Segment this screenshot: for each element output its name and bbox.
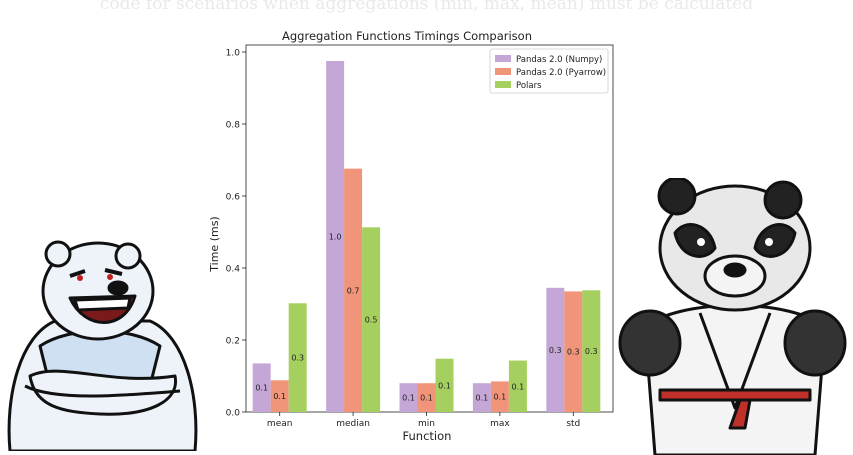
data-label: 0.1 — [273, 392, 286, 401]
bar-max-2 — [508, 360, 527, 412]
data-label: 0.3 — [567, 348, 580, 357]
y-tick-label: 0.6 — [226, 193, 241, 203]
bar-median-2 — [362, 227, 381, 412]
bar-mean-2 — [288, 303, 307, 412]
y-tick-label: 0.8 — [226, 121, 241, 131]
data-label: 0.5 — [365, 316, 378, 325]
bar-chart: Aggregation Functions Timings Comparison… — [208, 29, 614, 443]
bar-max-1 — [490, 381, 509, 412]
y-tick-label: 0.2 — [226, 337, 240, 347]
x-tick-label: max — [490, 419, 510, 429]
data-label: 0.7 — [347, 286, 360, 295]
bar-median-1 — [344, 168, 363, 412]
y-tick-label: 0.4 — [226, 265, 241, 275]
panda-fighter-illustration — [618, 178, 847, 455]
y-tick-label: 1.0 — [226, 49, 241, 59]
bar-min-0 — [399, 383, 418, 412]
caption-text: code for scenarios when aggregations (mi… — [99, 0, 754, 14]
polar-bear-illustration — [7, 240, 198, 451]
chart-title: Aggregation Functions Timings Comparison — [282, 29, 532, 43]
y-axis-label: Time (ms) — [208, 216, 221, 272]
legend-entry: Pandas 2.0 (Numpy) — [516, 55, 602, 65]
bar-min-2 — [435, 358, 454, 412]
legend-box — [489, 48, 609, 94]
legend-entry: Pandas 2.0 (Pyarrow) — [516, 68, 606, 78]
data-label: 1.0 — [329, 233, 342, 242]
data-label: 0.1 — [476, 394, 489, 403]
bar-mean-1 — [270, 380, 289, 412]
bar-min-1 — [417, 383, 436, 412]
data-label: 0.3 — [549, 346, 562, 355]
legend-swatch — [495, 68, 511, 75]
data-label: 0.1 — [402, 394, 415, 403]
x-tick-label: mean — [267, 419, 293, 429]
data-label: 0.1 — [420, 394, 433, 403]
bar-mean-0 — [252, 363, 271, 412]
bar-std-2 — [582, 290, 601, 412]
x-tick-label: std — [566, 419, 580, 429]
bar-median-0 — [326, 61, 345, 412]
bar-max-0 — [472, 383, 491, 412]
data-label: 0.3 — [291, 354, 304, 363]
data-label: 0.1 — [512, 382, 525, 391]
x-axis-label: Function — [403, 429, 452, 443]
x-tick-label: median — [336, 419, 370, 429]
legend-swatch — [495, 55, 511, 62]
data-label: 0.3 — [585, 347, 598, 356]
bar-std-0 — [546, 287, 565, 412]
legend-swatch — [495, 81, 511, 88]
x-tick-label: min — [418, 419, 435, 429]
data-label: 0.1 — [438, 381, 451, 390]
legend-entry: Polars — [516, 81, 542, 91]
plot-area: 0.0 0.2 0.4 0.6 0.8 1.0 0.1 0.1 0.3 mean 1.0 0.7 0.5… — [226, 44, 614, 429]
bar-std-1 — [564, 291, 583, 412]
y-tick-label: 0.0 — [226, 409, 241, 419]
data-label: 0.1 — [494, 393, 507, 402]
data-label: 0.1 — [255, 384, 268, 393]
